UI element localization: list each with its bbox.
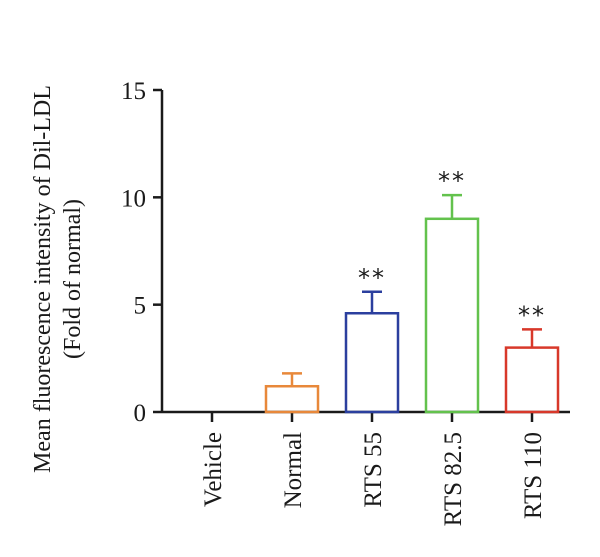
- y-tick-label: 0: [134, 400, 147, 427]
- bar: [344, 312, 400, 414]
- y-axis: 0 5 10 15: [121, 78, 164, 427]
- significance-label: **: [358, 264, 386, 292]
- y-tick-label: 15: [121, 78, 146, 105]
- bar: [264, 384, 320, 414]
- significance-label: **: [518, 301, 546, 329]
- bars: ** ** **: [264, 167, 560, 414]
- x-tick-label: Vehicle: [200, 432, 227, 507]
- bar: [424, 217, 480, 414]
- x-tick-label: RTS 82.5: [440, 432, 467, 526]
- bar: [504, 346, 560, 414]
- x-tick-label: Normal: [280, 432, 307, 508]
- y-tick-label: 10: [121, 185, 146, 212]
- x-axis: Vehicle Normal RTS 55 RTS 82.5 RTS 110: [162, 410, 570, 526]
- x-tick-label: RTS 55: [360, 432, 387, 508]
- y-axis-title-line-2: (Fold of normal): [60, 199, 86, 359]
- significance-label: **: [438, 167, 466, 195]
- x-tick-label: RTS 110: [520, 432, 547, 519]
- y-axis-title-line-1: Mean fluorescence intensity of Dil-LDL: [30, 85, 56, 473]
- y-axis-title: Mean fluorescence intensity of Dil-LDL (…: [30, 85, 86, 473]
- y-tick-label: 5: [134, 293, 147, 320]
